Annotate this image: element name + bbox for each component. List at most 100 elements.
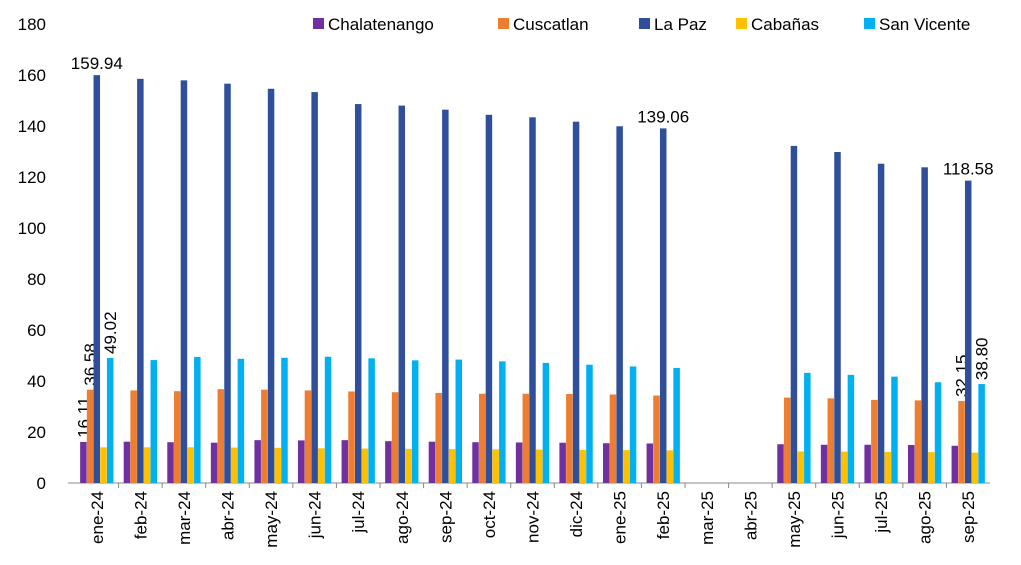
bar bbox=[274, 447, 282, 483]
bar bbox=[180, 80, 188, 483]
bar bbox=[297, 440, 305, 483]
bar bbox=[566, 394, 573, 483]
x-tick-label: nov-24 bbox=[524, 491, 543, 543]
x-tick-label: abr-24 bbox=[219, 491, 238, 540]
bar bbox=[405, 448, 412, 483]
legend-swatch bbox=[313, 18, 324, 29]
x-tick-label: jun-25 bbox=[829, 491, 848, 539]
bar bbox=[368, 358, 375, 483]
x-tick-label: mar-25 bbox=[698, 491, 717, 545]
bar bbox=[572, 121, 580, 483]
x-tick-label: ene-24 bbox=[88, 491, 107, 544]
y-tick-label: 0 bbox=[37, 474, 46, 493]
bar bbox=[871, 399, 878, 483]
bar bbox=[100, 447, 107, 483]
y-tick-label: 180 bbox=[18, 15, 46, 34]
bar bbox=[864, 444, 871, 483]
bar bbox=[964, 180, 972, 483]
bar bbox=[602, 443, 610, 483]
bar bbox=[579, 449, 587, 483]
bar bbox=[210, 442, 218, 483]
bar bbox=[797, 451, 804, 483]
y-tick-label: 60 bbox=[27, 321, 46, 340]
x-tick-label: feb-25 bbox=[654, 491, 673, 539]
bar bbox=[281, 357, 288, 483]
bar bbox=[173, 391, 181, 483]
bar bbox=[958, 401, 965, 483]
legend-swatch bbox=[864, 18, 875, 29]
bar bbox=[261, 389, 268, 483]
bar bbox=[385, 441, 392, 483]
bar bbox=[629, 366, 637, 483]
bar bbox=[559, 442, 566, 483]
bar bbox=[659, 128, 667, 483]
bar bbox=[267, 88, 275, 484]
x-tick-label: dic-24 bbox=[567, 491, 586, 537]
y-tick-label: 120 bbox=[18, 168, 46, 187]
bar bbox=[827, 398, 835, 483]
bar bbox=[455, 359, 463, 483]
legend-label: Chalatenango bbox=[328, 15, 434, 34]
bar bbox=[790, 145, 798, 483]
legend-label: San Vicente bbox=[879, 15, 970, 34]
bar bbox=[804, 372, 811, 483]
bar bbox=[311, 92, 318, 484]
bar bbox=[230, 447, 238, 483]
bar bbox=[398, 105, 406, 483]
bar bbox=[515, 442, 523, 483]
bar bbox=[907, 445, 915, 483]
y-tick-label: 100 bbox=[18, 219, 46, 238]
bar bbox=[783, 397, 791, 483]
bar bbox=[877, 163, 885, 484]
bar bbox=[934, 382, 942, 483]
bar bbox=[143, 447, 151, 483]
bar bbox=[492, 449, 499, 483]
bar bbox=[254, 440, 261, 483]
bar bbox=[609, 394, 617, 483]
bar bbox=[318, 448, 325, 483]
bar bbox=[485, 114, 493, 483]
bar bbox=[914, 400, 922, 483]
bar bbox=[820, 444, 828, 483]
y-tick-label: 40 bbox=[27, 372, 46, 391]
bar bbox=[840, 451, 848, 483]
bar bbox=[535, 449, 543, 483]
x-tick-label: ago-25 bbox=[916, 491, 935, 544]
x-tick-label: sep-25 bbox=[959, 491, 978, 543]
y-tick-label: 140 bbox=[18, 117, 46, 136]
bar bbox=[217, 389, 225, 483]
bar bbox=[448, 449, 456, 483]
bar bbox=[522, 393, 530, 483]
bar bbox=[472, 442, 479, 483]
data-label: 118.58 bbox=[943, 160, 994, 179]
x-tick-label: ene-25 bbox=[611, 491, 630, 544]
bar bbox=[354, 104, 362, 483]
bar bbox=[673, 367, 680, 483]
bar bbox=[834, 152, 841, 483]
bar bbox=[130, 390, 137, 483]
bar bbox=[361, 448, 369, 483]
bar bbox=[348, 391, 355, 483]
x-tick-label: ago-24 bbox=[393, 491, 412, 544]
bar bbox=[123, 441, 131, 483]
bar bbox=[391, 392, 399, 483]
bar bbox=[341, 440, 349, 483]
bar bbox=[529, 117, 536, 483]
x-tick-label: may-25 bbox=[785, 491, 804, 548]
bar bbox=[978, 384, 985, 483]
data-label: 38.80 bbox=[973, 338, 992, 381]
x-tick-label: feb-24 bbox=[131, 491, 150, 539]
bar bbox=[167, 442, 174, 483]
bar bbox=[951, 445, 959, 483]
bar bbox=[150, 360, 158, 483]
legend-label: La Paz bbox=[654, 15, 707, 34]
bar bbox=[586, 364, 593, 483]
data-label: 49.02 bbox=[101, 311, 120, 354]
bar bbox=[971, 452, 979, 483]
bar bbox=[653, 395, 660, 483]
bar bbox=[194, 357, 201, 483]
bar bbox=[224, 83, 231, 484]
y-tick-label: 20 bbox=[27, 423, 46, 442]
x-tick-label: jun-24 bbox=[306, 491, 325, 539]
